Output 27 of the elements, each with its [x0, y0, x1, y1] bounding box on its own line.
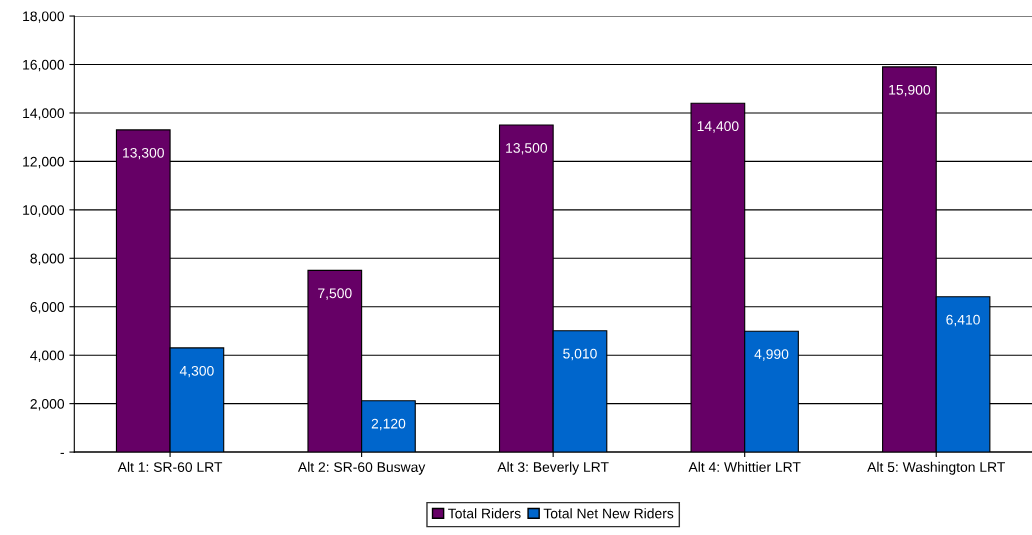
- legend-label: Total Riders: [448, 508, 521, 519]
- data-label: 13,300: [123, 147, 164, 160]
- y-tick-label: 18,000: [23, 11, 65, 23]
- x-tick-label: Alt 5: Washington LRT: [867, 461, 1006, 475]
- y-tick-label: 10,000: [23, 205, 65, 217]
- x-tick-label: Alt 3: Beverly LRT: [497, 461, 609, 475]
- data-label: 2,120: [371, 418, 406, 431]
- data-label: 15,900: [889, 84, 931, 97]
- x-tick-label: Alt 2: SR-60 Busway: [297, 461, 426, 475]
- data-label: 4,300: [179, 365, 214, 378]
- data-label: 14,400: [697, 121, 739, 133]
- y-tick-label: 12,000: [23, 156, 65, 169]
- y-tick-label: 6,000: [30, 302, 65, 314]
- y-tick-label: -: [60, 452, 64, 454]
- x-tick-label: Alt 1: SR-60 LRT: [117, 461, 223, 472]
- y-tick-label: 4,000: [30, 350, 65, 362]
- data-label: 4,990: [754, 349, 789, 361]
- data-label: 13,500: [506, 143, 548, 155]
- legend-label: Total Net New Riders: [543, 508, 674, 519]
- y-tick-label: 2,000: [30, 398, 65, 411]
- y-tick-label: 8,000: [30, 253, 65, 266]
- y-tick-label: 16,000: [23, 59, 65, 72]
- y-tick-label: 14,000: [23, 108, 65, 120]
- data-label: 7,500: [318, 288, 352, 300]
- data-label: 6,410: [946, 314, 980, 327]
- x-tick-label: Alt 4: Whittier LRT: [688, 461, 801, 472]
- data-label: 5,010: [563, 348, 597, 361]
